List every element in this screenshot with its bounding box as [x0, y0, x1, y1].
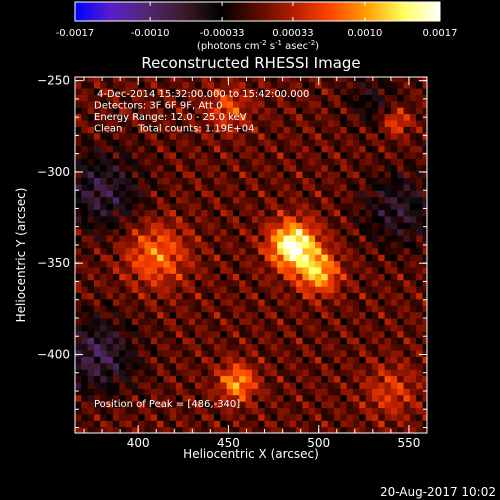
axis-ticks: 400 450 500 550 −250 −300 −350 −400 [37, 74, 428, 450]
y-axis-label: Heliocentric Y (arcsec) [14, 188, 28, 323]
colorbar-tick: 0.00033 [272, 2, 314, 39]
plot-frame [74, 76, 428, 434]
colorbar-tick: -0.0017 [56, 2, 95, 39]
y-tick-label: −350 [37, 256, 70, 270]
colorbar-unit-label: (photons cm-2 s-1 asec-2) [197, 39, 319, 52]
colorbar-tick-label: -0.0017 [56, 28, 95, 39]
annotation-line: Detectors: 3F 6F 9F, Att 0 [94, 101, 222, 112]
annotation-line: 4-Dec-2014 15:32:00.000 to 15:42:00.000 [97, 89, 309, 100]
x-tick-label: 450 [217, 436, 240, 450]
peak-position-label: Position of Peak = [486,-340] [94, 399, 240, 410]
y-tick-label: −300 [37, 165, 70, 179]
x-axis-label: Heliocentric X (arcsec) [183, 447, 319, 461]
chart-title: Reconstructed RHESSI Image [141, 54, 360, 72]
colorbar-tick: 0.0010 [347, 2, 382, 39]
colorbar-tick: -0.0010 [131, 2, 170, 39]
colorbar-tick-label: 0.00033 [272, 28, 313, 39]
colorbar-tick-label: -0.0010 [131, 28, 170, 39]
timestamp: 20-Aug-2017 10:02 [380, 485, 496, 499]
colorbar-tick-label: 0.0010 [347, 28, 382, 39]
heatmap [75, 77, 427, 433]
colorbar-tick-label: -0.00033 [200, 28, 245, 39]
annotation-line: Clean Total counts: 1.19E+04 [94, 124, 254, 135]
annotation-block: 4-Dec-2014 15:32:00.000 to 15:42:00.000D… [94, 89, 309, 135]
y-tick-label: −400 [37, 347, 70, 361]
colorbar-tick-label: 0.0017 [423, 28, 458, 39]
colorbar [74, 1, 441, 22]
colorbar-tick: -0.00033 [200, 2, 245, 39]
colorbar-ticks: -0.0017 -0.0010 -0.00033 0.00033 0.0010 0.001… [56, 2, 458, 39]
x-tick-label: 500 [307, 436, 330, 450]
x-tick-label: 550 [397, 436, 420, 450]
colorbar-tick: 0.0017 [423, 2, 458, 39]
y-tick-label: −250 [37, 74, 70, 88]
annotation-line: Energy Range: 12.0 - 25.0 keV [94, 112, 247, 123]
x-tick-label: 400 [127, 436, 150, 450]
